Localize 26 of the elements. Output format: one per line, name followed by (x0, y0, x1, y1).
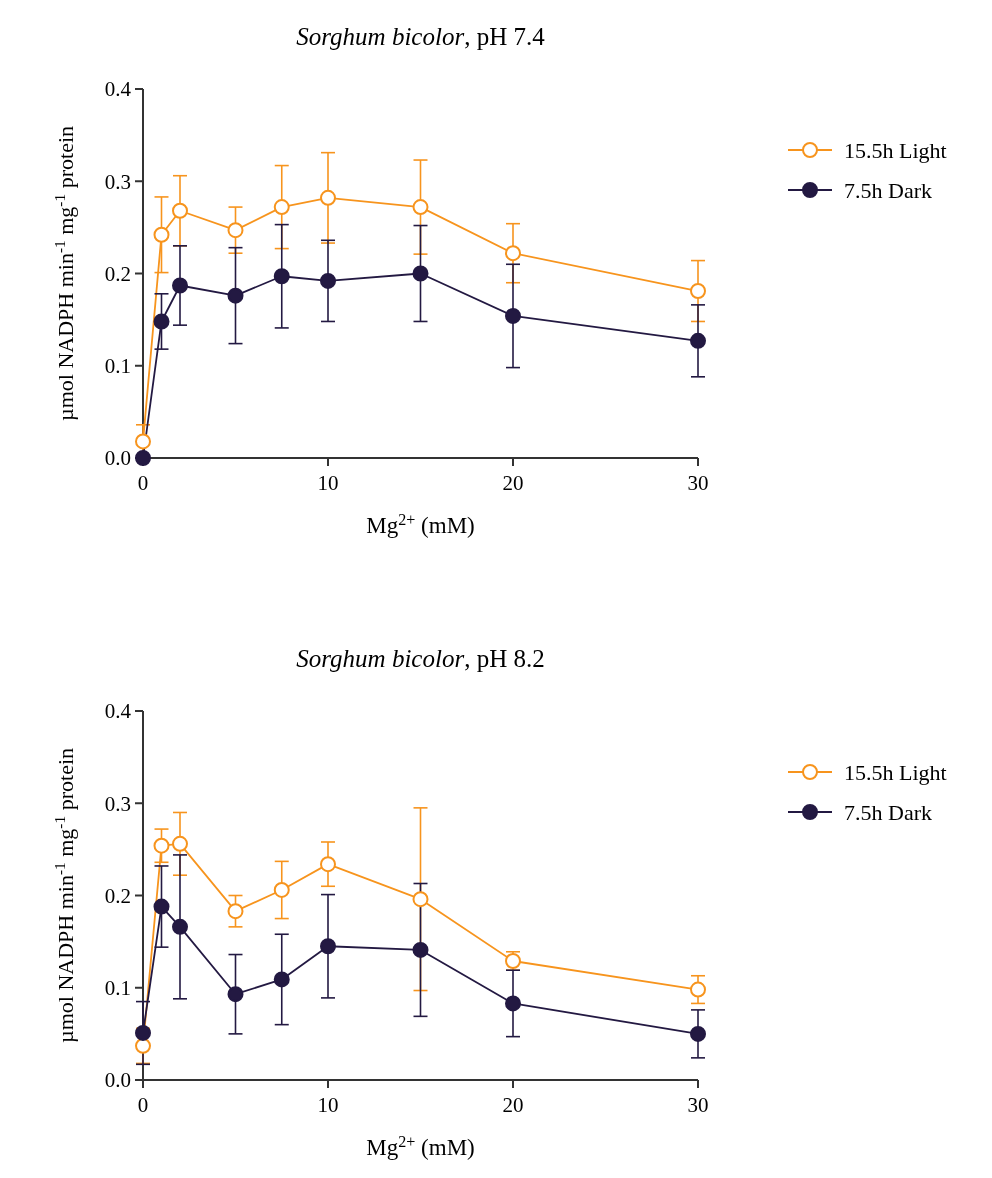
y-tick-label: 0.0 (104, 1068, 131, 1093)
x-axis-title: Mg$^{2+}$ (mM) (366, 510, 475, 538)
legend-label: 15.5h Light (844, 137, 947, 163)
y-tick-label: 0.0 (104, 446, 131, 471)
y-tick-label: 0.1 (104, 976, 131, 1001)
y-tick-label: 0.3 (104, 169, 131, 194)
legend-label: 7.5h Dark (844, 177, 932, 203)
y-tick-label: 0.1 (104, 354, 131, 379)
x-tick-label: 0 (137, 1093, 149, 1117)
x-tick-label: 30 (687, 471, 709, 495)
x-tick-label: 20 (502, 1093, 524, 1117)
x-tick-label: 10 (317, 1093, 339, 1117)
x-tick-label: 20 (502, 471, 524, 495)
x-tick-label: 0 (137, 471, 149, 495)
y-tick-label: 0.2 (104, 883, 131, 908)
y-tick-label: 0.3 (104, 791, 131, 816)
legend-label: 15.5h Light (844, 759, 947, 785)
y-tick-label: 0.4 (104, 77, 132, 102)
x-tick-label: 30 (687, 1093, 709, 1117)
x-tick-label: 10 (317, 471, 339, 495)
x-axis-title: Mg$^{2+}$ (mM) (366, 1132, 475, 1160)
y-tick-label: 0.2 (104, 261, 131, 286)
y-tick-label: 0.4 (104, 699, 132, 724)
chart-title: Sorghum bicolor, pH 8.2 (296, 645, 545, 672)
chart-title: Sorghum bicolor, pH 7.4 (296, 23, 546, 50)
legend-label: 7.5h Dark (844, 799, 932, 825)
